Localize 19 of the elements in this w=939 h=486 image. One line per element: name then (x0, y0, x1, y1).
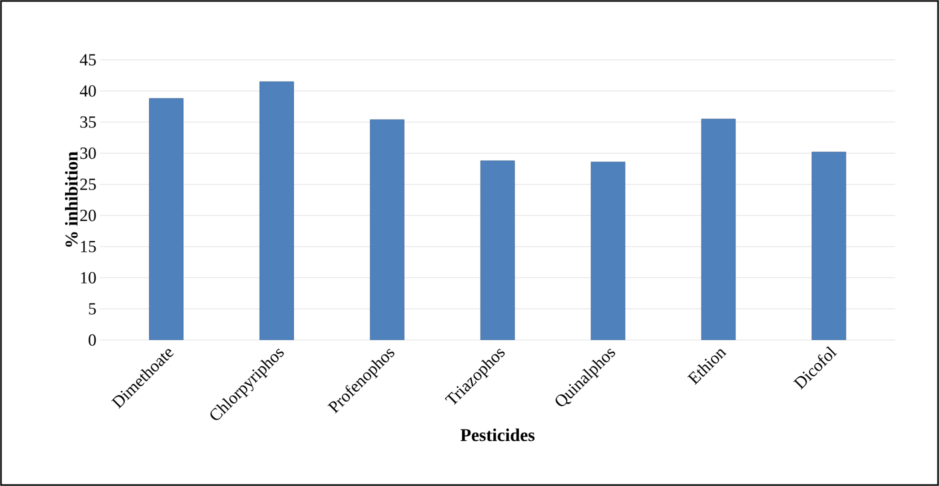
bar (370, 119, 404, 340)
y-tick-label: 25 (80, 178, 96, 190)
y-tick-label: 0 (88, 334, 96, 346)
bar (480, 160, 515, 340)
bar (149, 98, 184, 340)
x-axis-title: Pesticides (460, 428, 535, 442)
bar (260, 81, 294, 340)
bar (701, 118, 736, 340)
y-tick-label: 45 (80, 54, 96, 66)
bar (590, 162, 626, 340)
y-tick-label: 35 (80, 116, 96, 128)
bar (812, 152, 846, 340)
y-tick-label: 10 (81, 272, 96, 284)
y-tick-label: 40 (80, 85, 96, 97)
y-axis-title: % inhibition (65, 152, 78, 247)
y-tick-label: 15 (81, 240, 96, 252)
y-tick-label: 20 (80, 210, 96, 222)
y-tick-label: 30 (80, 148, 96, 159)
y-tick-label: 5 (88, 303, 96, 315)
